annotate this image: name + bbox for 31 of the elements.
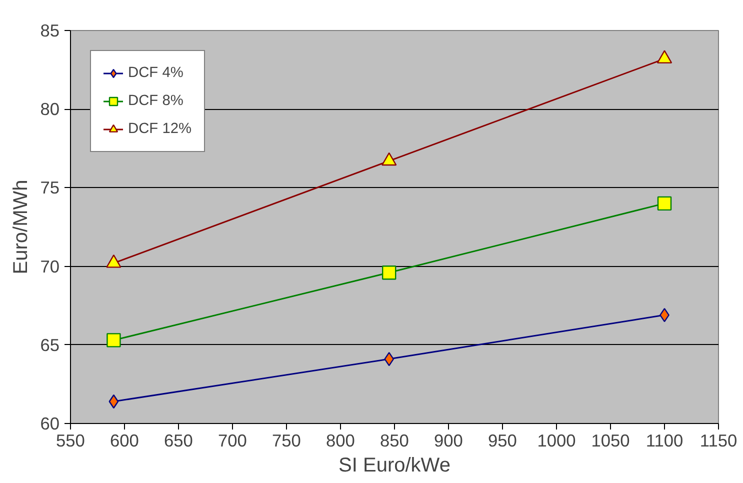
legend-label: DCF 8% bbox=[128, 93, 184, 109]
x-axis-title: SI Euro/kWe bbox=[338, 454, 450, 476]
point bbox=[108, 394, 119, 409]
y-tick-label: 65 bbox=[40, 334, 60, 355]
y-tick-label: 70 bbox=[40, 256, 60, 276]
x-tick-label: 750 bbox=[272, 430, 301, 450]
x-tick-label: 900 bbox=[434, 430, 463, 450]
y-tick-label: 75 bbox=[40, 178, 60, 198]
point bbox=[656, 50, 672, 64]
point bbox=[382, 265, 396, 280]
x-tick-label: 700 bbox=[218, 430, 247, 450]
point bbox=[384, 352, 394, 366]
legend-label: DCF 12% bbox=[128, 121, 192, 137]
y-tick-label: 85 bbox=[40, 20, 60, 40]
x-tick-label: 800 bbox=[326, 430, 355, 450]
x-tick-label: 1100 bbox=[646, 430, 684, 450]
x-tick-label: 600 bbox=[110, 430, 139, 450]
y-tick-label: 60 bbox=[40, 414, 60, 434]
point bbox=[657, 196, 672, 211]
x-tick-label: 1150 bbox=[700, 430, 738, 450]
x-tick-label: 650 bbox=[164, 430, 193, 450]
y-axis-title: Euro/MWh bbox=[10, 180, 32, 274]
x-tick-label: 1000 bbox=[537, 430, 576, 450]
point bbox=[382, 152, 397, 166]
x-tick-label: 550 bbox=[56, 430, 85, 450]
x-tick-label: 1050 bbox=[591, 430, 630, 450]
x-tick-label: 850 bbox=[380, 430, 409, 450]
legend-label: DCF 4% bbox=[128, 65, 184, 81]
x-tick-label: 950 bbox=[488, 430, 517, 450]
y-tick-label: 80 bbox=[40, 99, 60, 120]
point bbox=[106, 333, 121, 348]
